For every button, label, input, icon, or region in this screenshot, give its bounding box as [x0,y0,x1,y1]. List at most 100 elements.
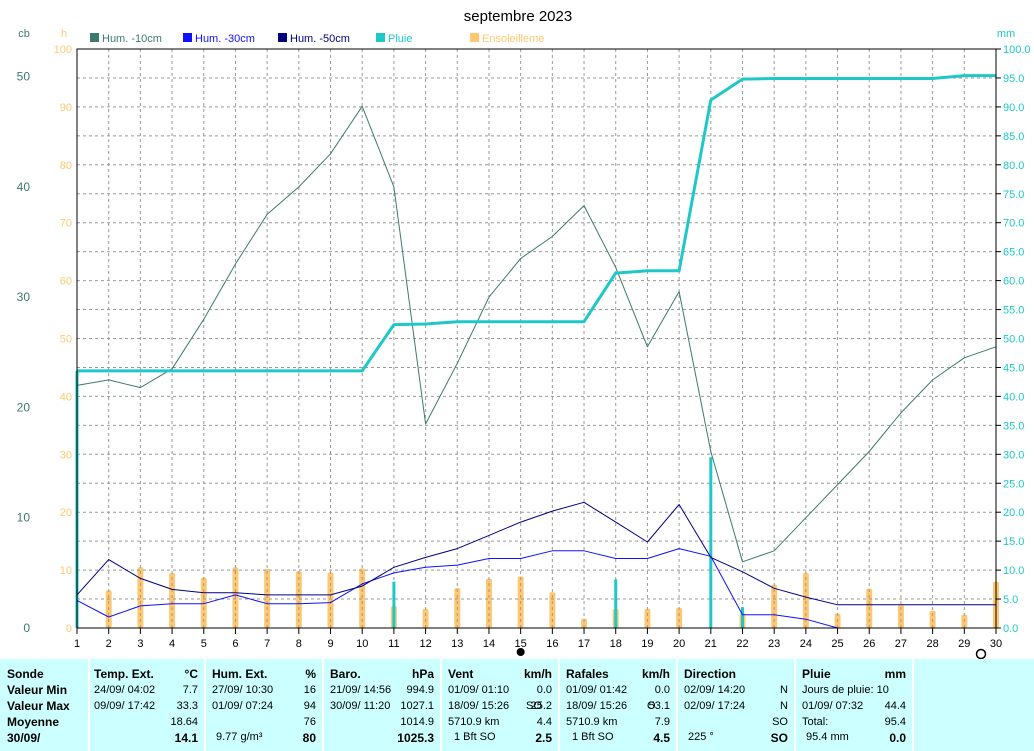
x-tick-label: 13 [451,638,463,650]
legend-swatch [470,33,479,42]
right-unit-mm: mm [997,28,1015,40]
legend-label: Hum. -50cm [290,33,350,45]
direction-current: SO [770,731,788,745]
x-tick-label: 9 [327,638,333,650]
x-tick-label: 10 [356,638,368,650]
sunshine-bar [802,572,809,628]
vent-min: 0.0 [536,684,552,696]
mm-tick-label: 30.0 [1003,449,1024,461]
table-panel-empty [914,659,1034,751]
mm-tick-label: 75.0 [1003,189,1024,201]
rafales-max-dir: O [647,700,656,712]
rafales-max-date: 18/09/ 15:26 [566,700,628,712]
x-tick-label: 17 [578,638,590,650]
x-tick-label: 30 [990,638,1002,650]
legend-swatch [183,33,192,42]
mm-tick-label: 70.0 [1003,218,1024,230]
rafales-avg: 7.9 [654,716,670,728]
rafales-min-date: 01/09/ 01:42 [566,684,628,696]
baro-max-date: 30/09/ 11:20 [330,700,391,712]
direction-avg: SO [772,716,788,728]
h-tick-label: 0 [66,623,72,635]
mm-tick-label: 20.0 [1003,507,1024,519]
left-unit-cb: cb [18,28,30,40]
h-tick-label: 10 [60,565,72,577]
h-tick-label: 50 [60,334,72,346]
h-tick-label: 40 [60,391,72,403]
weather-chart: 1 2 3 4 5 6 7 8 9 10 11 12 13 14 15 16 17 18 19 20 21 22 23 24 2… [17,8,1031,660]
sunshine-bar [581,618,588,628]
hum-max: 94 [303,700,316,712]
sunshine-bar [644,608,651,628]
mm-tick-label: 100.0 [1003,44,1031,56]
mm-tick-label: 25.0 [1003,478,1024,490]
label-max: Valeur Max [7,699,70,713]
pluie-max-date: 01/09/ 07:32 [802,700,864,712]
table-panel-hum: Hum. Ext.% 27/09/ 10:30 16 01/09/ 07:24 94… [206,659,322,751]
temp-max-date: 09/09/ 17:42 [94,700,156,712]
hum-max-date: 01/09/ 07:24 [212,700,274,712]
mm-tick-label: 0.0 [1003,623,1018,635]
h-tick-label: 90 [60,102,72,114]
x-tick-label: 2 [106,638,112,650]
legend-label: Ensoleilleme [482,33,544,45]
sunshine-bar [169,572,176,628]
sunshine-bar [549,592,556,628]
baro-title: Baro. [330,667,361,681]
pluie-title: Pluie [802,667,831,681]
temp-avg: 18.64 [170,716,198,728]
mm-tick-label: 5.0 [1003,594,1018,606]
x-tick-label: 29 [958,638,970,650]
x-tick-label: 5 [201,638,207,650]
x-tick-label: 8 [296,638,302,650]
x-tick-label: 25 [831,638,843,650]
rafales-unit: km/h [641,667,670,681]
baro-current: 1025.3 [397,731,434,745]
x-tick-label: 6 [232,638,238,650]
mm-tick-label: 35.0 [1003,420,1024,432]
vent-current: 2.5 [535,731,552,745]
hum-avg: 76 [303,716,316,728]
x-tick-label: 7 [264,638,270,650]
label-moyenne: Moyenne [7,715,60,729]
x-tick-label: 1 [74,638,80,650]
sunshine-bar [295,571,302,628]
sunshine-bar [264,568,271,628]
x-tick-label: 28 [926,638,938,650]
baro-max: 1027.1 [400,700,434,712]
table-panel-pluie: Pluie mm Jours de pluie: 10 01/09/ 07:32 4… [796,659,912,751]
legend-swatch [376,33,385,42]
table-panel-baro: Baro. hPa 21/09/ 14:56 994.9 30/09/ 11:20 1… [324,659,440,751]
sunshine-bar [676,607,683,628]
baro-min: 994.9 [406,684,434,696]
baro-unit: hPa [411,667,434,681]
table-panel-labels: Sonde Valeur Min Valeur Max Moyenne 30/0… [0,659,88,751]
rafales-dist: 5710.9 km [566,716,618,728]
mm-tick-label: 40.0 [1003,391,1024,403]
vent-min-date: 01/09/ 01:10 [448,684,510,696]
pluie-month: 95.4 mm [806,731,849,743]
sunshine-bar [422,608,429,628]
vent-unit: km/h [523,667,552,681]
h-tick-label: 60 [60,276,72,288]
h-tick-label: 20 [60,507,72,519]
x-tick-label: 4 [169,638,175,650]
rafales-title: Rafales [566,667,609,681]
x-tick-label: 20 [673,638,685,650]
pluie-current: 0.0 [889,731,906,745]
label-sonde: Sonde [7,667,44,681]
pluie-total: 95.4 [884,716,906,728]
h-tick-label: 80 [60,160,72,172]
rafales-bft: 1 Bft SO [572,731,614,743]
hum-10cm-line [76,105,997,563]
x-tick-label: 16 [546,638,558,650]
mm-tick-label: 95.0 [1003,73,1024,85]
cb-tick-label: 0 [23,621,30,635]
hum-min: 16 [303,684,316,696]
vent-avg: 4.4 [536,716,552,728]
x-tick-label: 21 [705,638,717,650]
h-tick-label: 70 [60,218,72,230]
pluie-unit: mm [884,667,906,681]
mm-tick-label: 65.0 [1003,247,1024,259]
h-tick-label: 100 [54,44,72,56]
